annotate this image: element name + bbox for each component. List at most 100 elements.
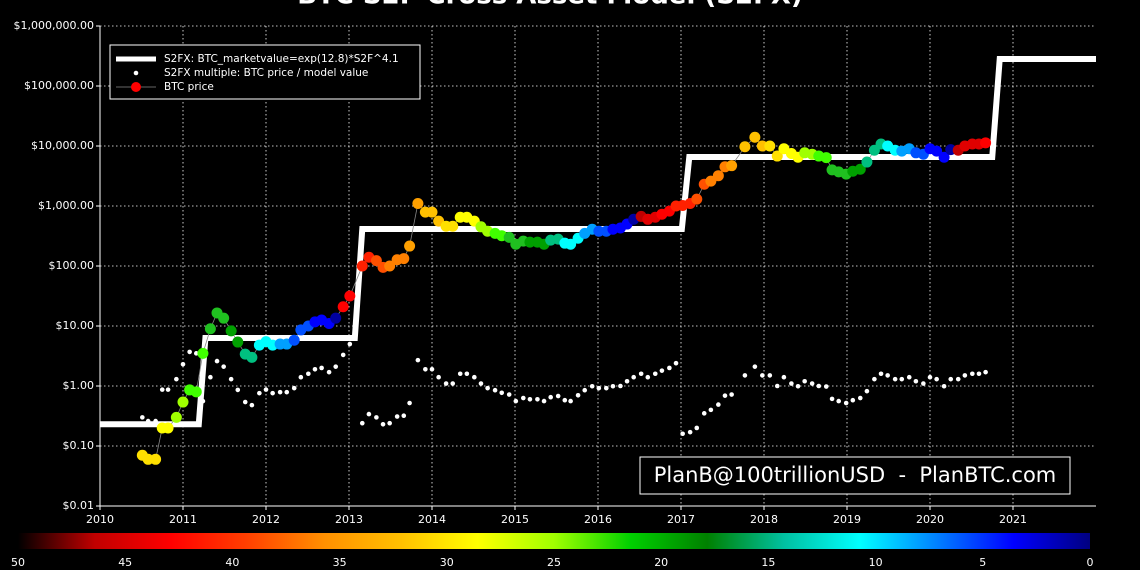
- multiple-point: [885, 373, 890, 378]
- price-point: [447, 220, 459, 232]
- colorbar-tick-label: 35: [333, 556, 347, 569]
- multiple-point: [955, 376, 961, 382]
- multiple-point: [242, 399, 248, 405]
- price-point: [861, 156, 873, 168]
- multiple-point: [257, 390, 262, 396]
- multiple-point: [864, 388, 870, 394]
- price-point: [356, 260, 368, 272]
- multiple-point: [249, 402, 255, 408]
- multiple-point: [423, 366, 428, 372]
- multiple-point: [802, 378, 807, 384]
- legend-swatch: [131, 82, 141, 92]
- multiple-point: [153, 418, 158, 424]
- multiple-point: [610, 383, 616, 389]
- price-point: [426, 206, 438, 218]
- x-tick-label: 2011: [169, 513, 197, 526]
- colorbar-tick-label: 40: [225, 556, 239, 569]
- price-point: [330, 312, 342, 324]
- multiple-point: [277, 389, 283, 395]
- multiple-point: [472, 374, 477, 380]
- multiple-point: [193, 351, 199, 356]
- price-point: [503, 231, 515, 243]
- multiple-point: [934, 376, 939, 382]
- multiple-point: [319, 365, 324, 371]
- multiple-point: [568, 398, 573, 404]
- multiple-point: [906, 374, 912, 380]
- multiple-point: [892, 376, 898, 382]
- multiple-point: [729, 392, 734, 397]
- multiple-point: [941, 383, 947, 389]
- x-tick-label: 2020: [916, 513, 944, 526]
- price-point: [764, 140, 776, 152]
- legend-label: S2FX multiple: BTC price / model value: [164, 67, 368, 79]
- multiple-point: [913, 378, 919, 384]
- multiple-point: [145, 418, 151, 424]
- x-tick-label: 2013: [335, 513, 363, 526]
- multiple-point: [499, 390, 505, 396]
- multiple-point: [457, 371, 463, 377]
- multiple-point: [347, 341, 353, 347]
- multiple-point: [548, 394, 553, 400]
- multiple-point: [582, 387, 588, 393]
- multiple-point: [631, 374, 636, 380]
- multiple-point: [809, 381, 815, 386]
- price-point: [384, 260, 396, 272]
- multiple-point: [816, 383, 822, 389]
- colorbar-tick-label: 0: [1087, 556, 1094, 569]
- multiple-point: [401, 413, 407, 418]
- price-point: [177, 396, 189, 408]
- multiple-point: [443, 381, 449, 386]
- price-point: [739, 141, 751, 153]
- legend-label: BTC price: [164, 81, 214, 93]
- y-tick-label: $1,000.00: [38, 199, 94, 212]
- multiple-point: [694, 425, 700, 431]
- colorbar-tick-label: 30: [440, 556, 454, 569]
- price-point: [412, 198, 424, 210]
- multiple-point: [366, 411, 372, 417]
- x-tick-label: 2016: [584, 513, 612, 526]
- multiple-point: [843, 400, 849, 406]
- price-point: [225, 325, 237, 337]
- multiple-point: [962, 373, 968, 378]
- multiple-point: [298, 374, 304, 380]
- y-tick-label: $1.00: [63, 379, 95, 392]
- multiple-point: [485, 385, 490, 391]
- multiple-point: [506, 392, 512, 397]
- multiple-point: [624, 378, 630, 384]
- y-tick-label: $0.01: [63, 499, 95, 512]
- multiple-point: [387, 420, 392, 426]
- multiple-point: [795, 383, 801, 389]
- price-point: [565, 238, 577, 250]
- watermark: PlanB@100trillionUSD - PlanBTC.com: [654, 463, 1057, 487]
- legend-box: [109, 44, 421, 100]
- y-tick-label: $10.00: [56, 319, 95, 332]
- price-point: [398, 253, 410, 265]
- colorbar: [18, 533, 1090, 549]
- multiple-point: [667, 365, 672, 371]
- multiple-point: [976, 371, 982, 377]
- multiple-point: [659, 368, 665, 373]
- y-tick-label: $100.00: [49, 259, 95, 272]
- multiple-point: [159, 387, 165, 392]
- multiple-point: [878, 371, 884, 377]
- multiple-point: [687, 429, 693, 435]
- multiple-point: [774, 383, 780, 389]
- multiple-point: [492, 387, 498, 393]
- y-tick-label: $1,000,000.00: [14, 19, 94, 32]
- multiple-point: [380, 421, 386, 427]
- price-point: [344, 290, 356, 302]
- multiple-point: [478, 381, 484, 386]
- multiple-point: [645, 374, 651, 380]
- multiple-point: [562, 397, 568, 403]
- price-point: [170, 411, 182, 423]
- multiple-point: [618, 383, 623, 389]
- multiple-point: [228, 376, 234, 382]
- multiple-point: [781, 374, 787, 380]
- multiple-point: [214, 358, 220, 364]
- x-tick-label: 2018: [750, 513, 778, 526]
- price-point: [931, 145, 943, 157]
- multiple-point: [652, 371, 658, 377]
- price-point: [246, 351, 258, 363]
